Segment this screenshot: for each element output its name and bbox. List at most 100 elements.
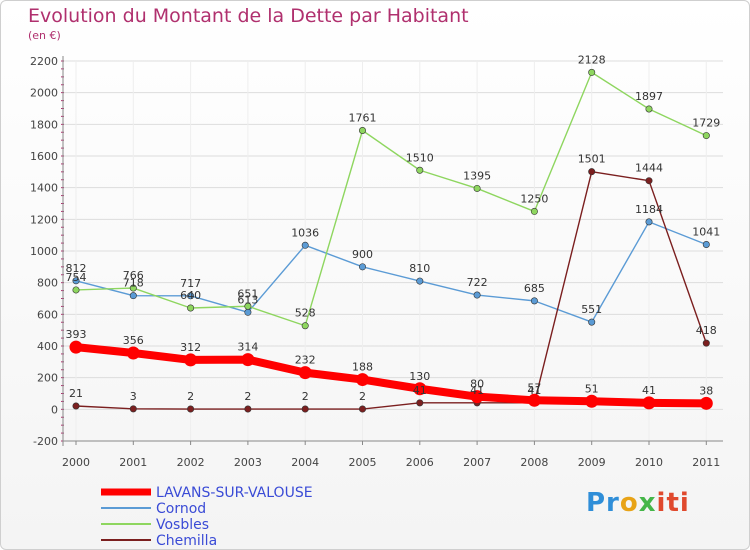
data-label: 1250	[520, 192, 548, 205]
data-point	[588, 68, 596, 76]
y-tick-label: 1000	[30, 245, 58, 258]
x-tick-label: 2008	[520, 456, 548, 469]
logo-part: o	[619, 488, 639, 518]
data-label: 722	[467, 276, 488, 289]
data-point	[585, 394, 599, 408]
legend-label: Cornod	[156, 501, 206, 517]
data-point	[413, 382, 427, 396]
data-label: 41	[470, 384, 484, 397]
data-point	[473, 184, 481, 192]
logo-part: iti	[656, 488, 690, 518]
chart-title: Evolution du Montant de la Dette par Hab…	[28, 5, 469, 27]
data-point	[530, 297, 538, 305]
data-label: 640	[180, 289, 201, 302]
y-tick-label: 2200	[30, 55, 58, 68]
data-label: 718	[123, 277, 144, 290]
data-label: 418	[696, 324, 717, 337]
data-point	[702, 132, 710, 140]
data-point	[187, 304, 195, 312]
data-point	[588, 168, 596, 176]
data-label: 1036	[291, 226, 319, 239]
data-label: 232	[295, 354, 316, 367]
x-tick-label: 2011	[692, 456, 720, 469]
data-label: 80	[470, 378, 484, 391]
data-point	[187, 292, 195, 300]
x-tick-label: 2000	[62, 456, 90, 469]
y-tick-label: 2000	[30, 87, 58, 100]
data-point	[642, 396, 656, 410]
data-point	[72, 277, 80, 285]
data-point	[301, 322, 309, 330]
x-tick-label: 2002	[177, 456, 205, 469]
y-tick-label: 1200	[30, 213, 58, 226]
series-line	[75, 170, 707, 410]
data-label: 1510	[406, 151, 434, 164]
y-tick-label: -200	[33, 435, 58, 448]
data-label: 41	[413, 384, 427, 397]
data-label: 613	[237, 293, 258, 306]
data-label: 3	[130, 390, 137, 403]
data-label: 2	[359, 390, 366, 403]
data-point	[129, 292, 137, 300]
legend-label: LAVANS-SUR-VALOUSE	[156, 485, 313, 501]
data-point	[530, 207, 538, 215]
y-tick-label: 400	[37, 340, 58, 353]
data-label: 2	[244, 390, 251, 403]
data-point	[126, 346, 140, 360]
data-label: 41	[527, 384, 541, 397]
data-point	[184, 353, 198, 367]
proxiti-logo: Proxiti	[586, 488, 690, 518]
y-tick-label: 600	[37, 308, 58, 321]
data-label: 130	[409, 370, 430, 383]
data-point	[72, 286, 80, 294]
data-point	[244, 302, 252, 310]
data-point	[702, 241, 710, 249]
data-point	[298, 366, 312, 380]
data-point	[129, 284, 137, 292]
data-point	[527, 393, 541, 407]
x-tick-label: 2005	[349, 456, 377, 469]
legend-label: Chemilla	[156, 533, 217, 549]
data-point	[358, 127, 366, 135]
data-label: 766	[123, 269, 144, 282]
data-label: 1501	[578, 153, 606, 166]
data-point	[244, 405, 252, 413]
data-label: 1444	[635, 162, 663, 175]
data-label: 1395	[463, 169, 491, 182]
y-tick-label: 800	[37, 277, 58, 290]
data-point	[588, 318, 596, 326]
data-point	[699, 396, 713, 410]
data-label: 812	[66, 262, 87, 275]
data-point	[72, 402, 80, 410]
data-point	[241, 353, 255, 367]
data-label: 51	[585, 382, 599, 395]
data-point	[645, 218, 653, 226]
data-label: 1897	[635, 90, 663, 103]
data-point	[301, 405, 309, 413]
x-tick-label: 2007	[463, 456, 491, 469]
x-tick-label: 2009	[578, 456, 606, 469]
logo-part: x	[638, 488, 657, 518]
data-point	[470, 390, 484, 404]
data-point	[69, 340, 83, 354]
data-point	[416, 277, 424, 285]
data-label: 41	[642, 384, 656, 397]
data-point	[473, 291, 481, 299]
data-point	[244, 308, 252, 316]
series-line	[75, 221, 707, 323]
logo-part: Pr	[586, 488, 620, 518]
data-point	[645, 105, 653, 113]
y-tick-label: 1400	[30, 182, 58, 195]
data-label: 2128	[578, 53, 606, 66]
data-label: 685	[524, 282, 545, 295]
data-label: 1184	[635, 203, 663, 216]
data-point	[358, 405, 366, 413]
data-point	[358, 263, 366, 271]
y-tick-label: 200	[37, 372, 58, 385]
data-label: 810	[409, 262, 430, 275]
data-point	[702, 339, 710, 347]
data-label: 651	[237, 287, 258, 300]
data-point	[416, 399, 424, 407]
